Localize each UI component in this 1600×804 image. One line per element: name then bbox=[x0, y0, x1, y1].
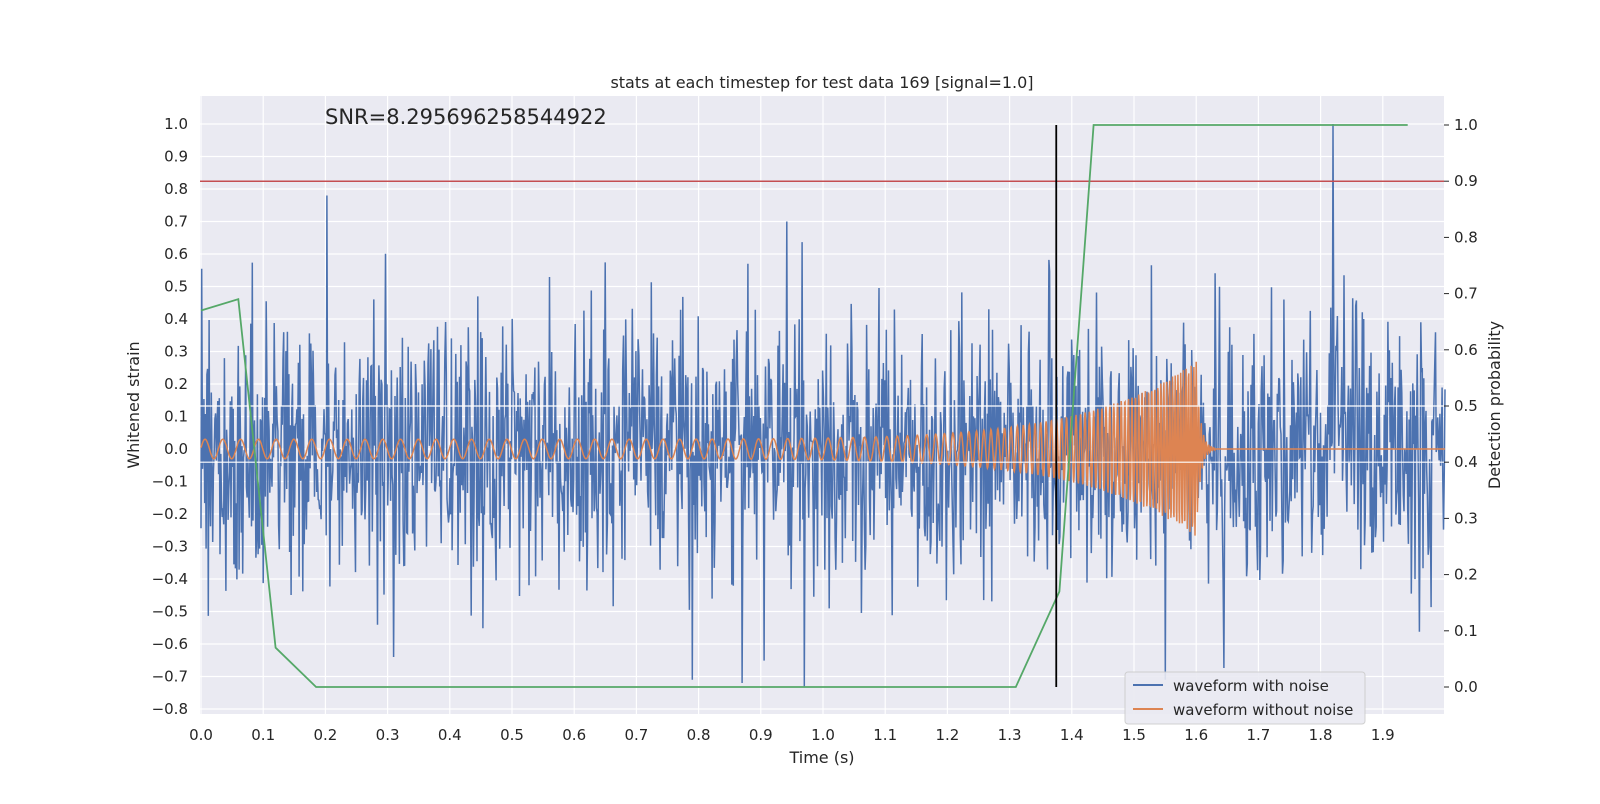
right-tick-label: 0.7 bbox=[1454, 285, 1478, 303]
right-tick-label: 0.8 bbox=[1454, 228, 1478, 246]
left-tick-label: 0.3 bbox=[164, 343, 188, 361]
right-tick-label: 0.6 bbox=[1454, 341, 1478, 359]
left-tick-label: 0.4 bbox=[164, 310, 188, 328]
left-tick-label: −0.4 bbox=[152, 570, 188, 588]
series-line-without-noise bbox=[200, 361, 1445, 536]
left-tick-label: −0.7 bbox=[152, 668, 188, 686]
left-tick-label: 0.0 bbox=[164, 440, 188, 458]
right-tick-label: 0.1 bbox=[1454, 622, 1478, 640]
legend-box bbox=[1124, 671, 1366, 725]
right-tick-label: 0.2 bbox=[1454, 566, 1478, 584]
legend: waveform with noise waveform without noi… bbox=[1124, 671, 1366, 725]
left-tick-label: −0.5 bbox=[152, 603, 188, 621]
x-tick-label: 1.5 bbox=[1122, 726, 1146, 744]
right-tick-label: 0.9 bbox=[1454, 172, 1478, 190]
series-line-detection-probability bbox=[200, 124, 1408, 688]
left-tick-label: −0.1 bbox=[152, 473, 188, 491]
x-tick-label: 0.4 bbox=[438, 726, 462, 744]
snr-annotation: SNR=8.295696258544922 bbox=[325, 105, 607, 129]
right-tick-label: 0.3 bbox=[1454, 509, 1478, 527]
x-tick-label: 0.0 bbox=[189, 726, 213, 744]
x-tick-label: 1.0 bbox=[811, 726, 835, 744]
left-tick-label: 1.0 bbox=[164, 115, 188, 133]
left-tick-label: −0.6 bbox=[152, 635, 188, 653]
x-tick-label: 1.4 bbox=[1060, 726, 1084, 744]
left-tick-label: 0.1 bbox=[164, 408, 188, 426]
x-tick-label: 1.2 bbox=[935, 726, 959, 744]
x-tick-label: 1.1 bbox=[873, 726, 897, 744]
x-tick-label: 0.6 bbox=[562, 726, 586, 744]
legend-label-clean: waveform without noise bbox=[1173, 701, 1353, 719]
x-tick-label: 0.8 bbox=[687, 726, 711, 744]
x-tick-label: 0.1 bbox=[251, 726, 275, 744]
x-tick-label: 1.9 bbox=[1371, 726, 1395, 744]
left-tick-label: −0.2 bbox=[152, 505, 188, 523]
left-tick-label: 0.9 bbox=[164, 148, 188, 166]
series-layer bbox=[200, 123, 1446, 688]
x-tick-label: 0.3 bbox=[376, 726, 400, 744]
x-tick-label: 0.9 bbox=[749, 726, 773, 744]
x-tick-label: 0.7 bbox=[624, 726, 648, 744]
right-axis-label: Detection probability bbox=[1485, 321, 1504, 489]
left-tick-label: 0.8 bbox=[164, 180, 188, 198]
right-tick-label: 0.0 bbox=[1454, 678, 1478, 696]
left-axis-label: Whitened strain bbox=[124, 341, 143, 468]
left-tick-label: −0.3 bbox=[152, 538, 188, 556]
chart-title: stats at each timestep for test data 169… bbox=[610, 73, 1033, 92]
grid bbox=[200, 96, 1444, 714]
left-tick-label: 0.7 bbox=[164, 213, 188, 231]
left-axis-ticks: −0.8 −0.7 −0.6 −0.5 −0.4 −0.3 −0.2 −0.1 0.0 0.1 0.… bbox=[152, 115, 188, 718]
left-tick-label: −0.8 bbox=[152, 700, 188, 718]
x-tick-label: 0.2 bbox=[313, 726, 337, 744]
left-tick-label: 0.6 bbox=[164, 245, 188, 263]
right-tick-label: 0.4 bbox=[1454, 453, 1478, 471]
x-tick-label: 1.3 bbox=[998, 726, 1022, 744]
x-tick-label: 1.8 bbox=[1309, 726, 1333, 744]
series-line-with-noise bbox=[200, 123, 1446, 687]
x-tick-label: 0.5 bbox=[500, 726, 524, 744]
left-tick-label: 0.5 bbox=[164, 278, 188, 296]
legend-label-noise: waveform with noise bbox=[1173, 677, 1329, 695]
x-axis-label: Time (s) bbox=[788, 748, 854, 767]
x-axis-ticks: 0.0 0.1 0.2 0.3 0.4 0.5 0.6 0.7 0.8 0.9 1.0 1.1 1.2 1… bbox=[189, 726, 1395, 744]
right-axis-ticks: 0.0 0.1 0.2 0.3 0.4 0.5 0.6 0.7 0.8 0.9 1.0 bbox=[1444, 116, 1478, 696]
right-tick-label: 1.0 bbox=[1454, 116, 1478, 134]
x-tick-label: 1.6 bbox=[1184, 726, 1208, 744]
x-tick-label: 1.7 bbox=[1246, 726, 1270, 744]
left-tick-label: 0.2 bbox=[164, 375, 188, 393]
right-tick-label: 0.5 bbox=[1454, 397, 1478, 415]
